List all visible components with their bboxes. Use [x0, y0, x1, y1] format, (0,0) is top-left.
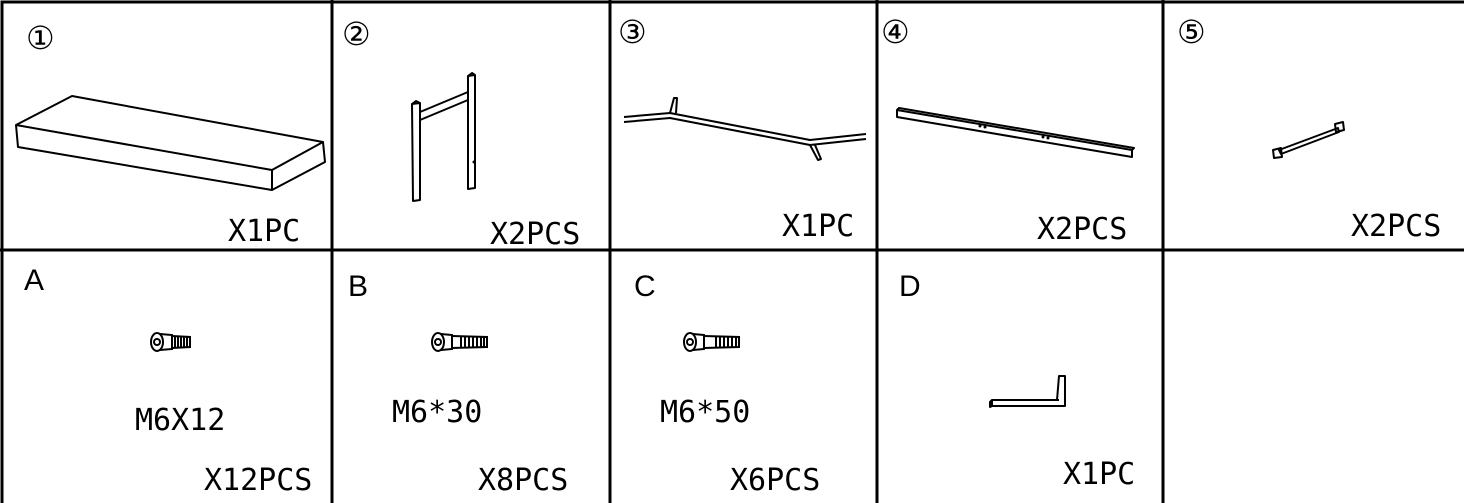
- medium-bolt-icon: [431, 332, 488, 352]
- bracket-icon: [1272, 121, 1345, 159]
- part-cell-3: ③ X1PC: [610, 0, 877, 250]
- part-number: ④: [881, 13, 910, 51]
- part-quantity: X2PCS: [490, 217, 581, 252]
- hardware-cell-a: A M6X12 X12PCS: [0, 250, 332, 503]
- hardware-quantity: X8PCS: [478, 463, 569, 498]
- part-number: ⑤: [1177, 13, 1206, 51]
- hardware-cell-d: D X1PC: [877, 250, 1163, 503]
- hardware-letter: B: [348, 270, 369, 303]
- hardware-spec: M6*50: [660, 395, 751, 430]
- part-number: ②: [342, 15, 371, 53]
- hardware-cell-b: B M6*30 X8PCS: [332, 250, 610, 503]
- hardware-spec: M6*30: [392, 395, 483, 430]
- part-cell-2: ② X2PCS: [332, 0, 610, 250]
- long-bolt-icon: [683, 332, 740, 352]
- empty-cell: [1163, 250, 1464, 503]
- part-quantity: X1PC: [782, 209, 855, 244]
- hardware-letter: C: [634, 270, 656, 303]
- hardware-cell-c: C M6*50 X6PCS: [610, 250, 877, 503]
- long-bar-icon: [623, 97, 867, 161]
- part-cell-4: ④ X2PCS: [877, 0, 1163, 250]
- hardware-letter: D: [899, 270, 921, 303]
- part-quantity: X2PCS: [1037, 212, 1128, 247]
- hardware-quantity: X1PC: [1063, 457, 1136, 492]
- short-bolt-icon: [150, 332, 191, 352]
- allen-key-icon: [989, 375, 1066, 408]
- leg-frame-icon: [411, 72, 476, 202]
- part-number: ③: [618, 13, 647, 51]
- part-number: ①: [26, 19, 55, 57]
- part-cell-5: ⑤ X2PCS: [1163, 0, 1464, 250]
- hardware-letter: A: [24, 264, 45, 297]
- part-cell-1: ① X1PC: [0, 0, 332, 250]
- board-icon: [15, 95, 326, 191]
- hardware-quantity: X12PCS: [204, 463, 313, 498]
- hardware-quantity: X6PCS: [730, 463, 821, 498]
- part-quantity: X2PCS: [1351, 209, 1442, 244]
- side-rail-icon: [896, 107, 1135, 158]
- hardware-spec: M6X12: [135, 403, 226, 438]
- part-quantity: X1PC: [228, 214, 301, 249]
